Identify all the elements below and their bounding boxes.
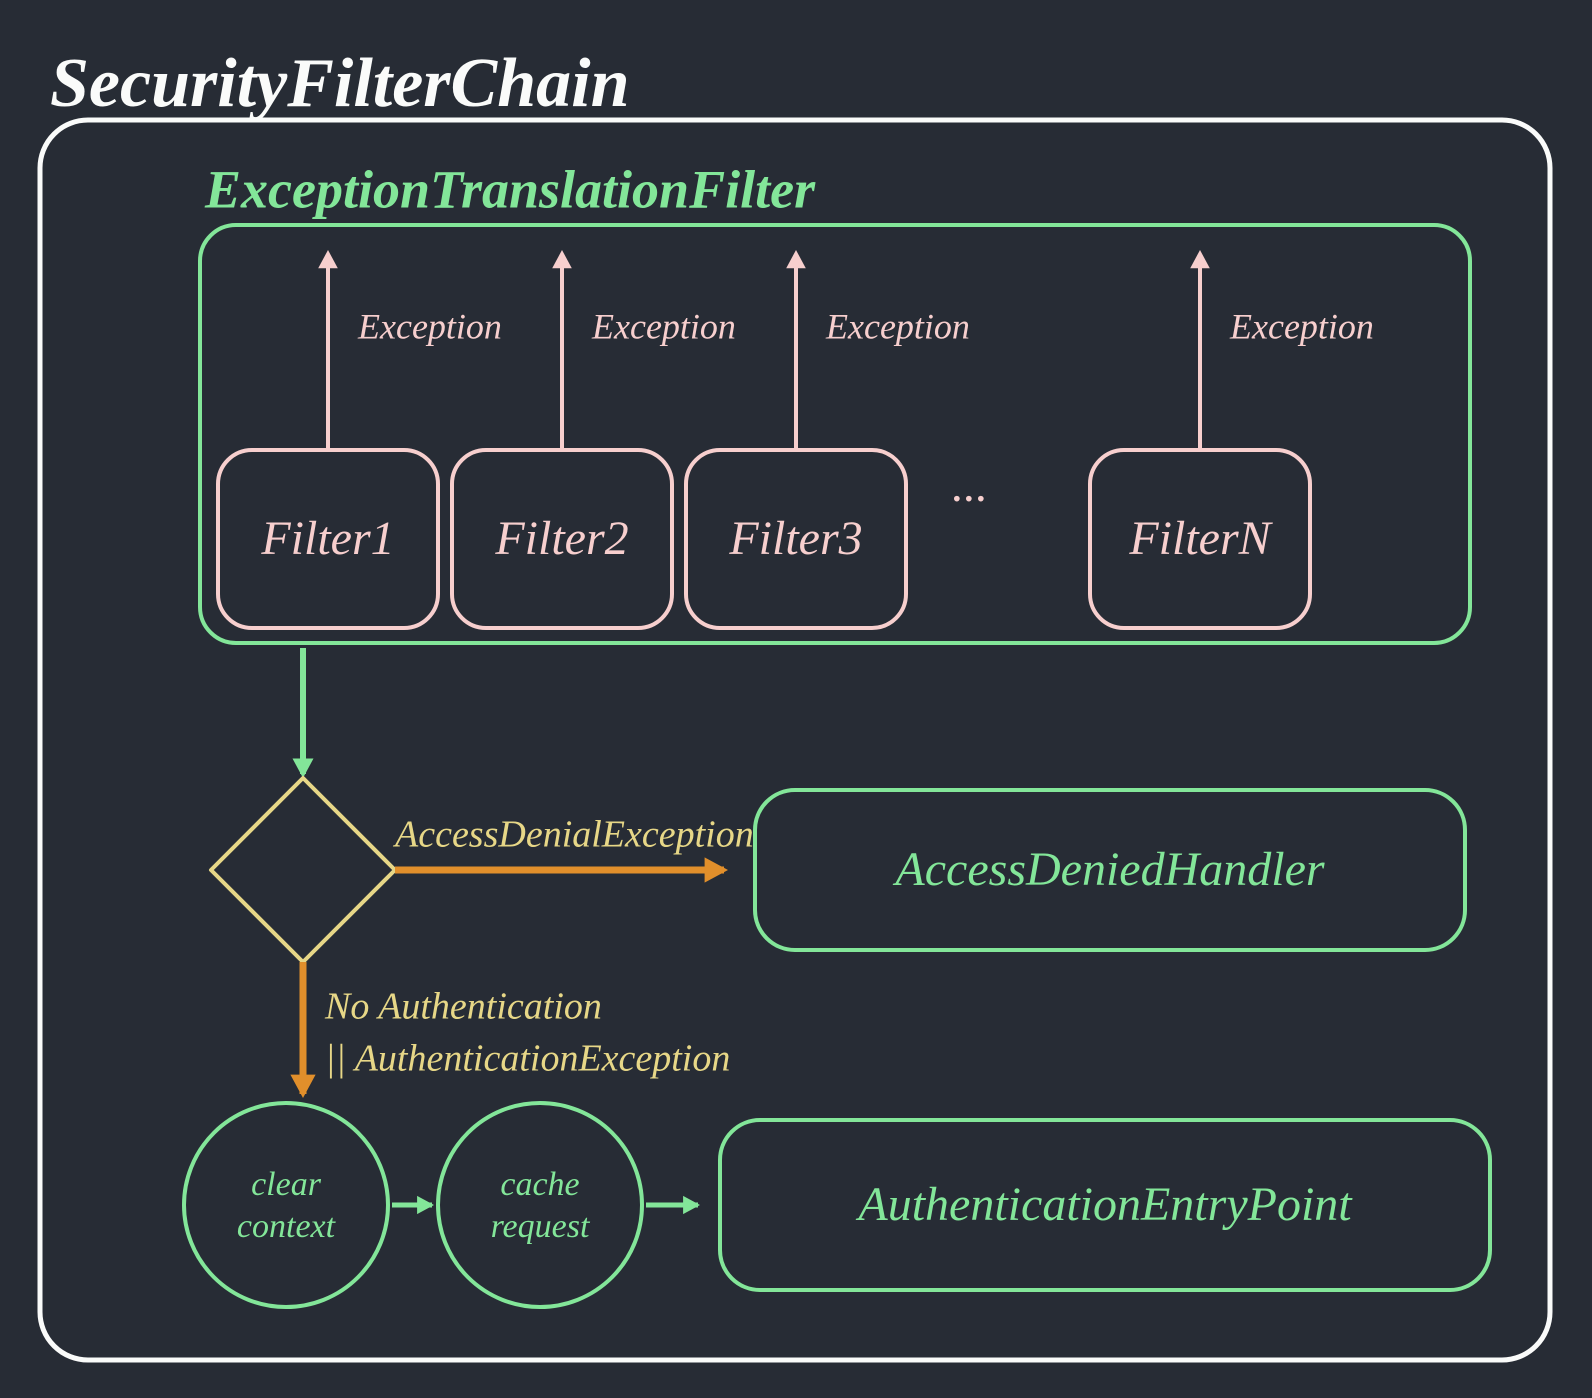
clear-context-label-2: context [237,1208,337,1245]
filter-label-3: Filter3 [728,512,862,565]
authentication-entry-point-label: AuthenticationEntryPoint [855,1178,1353,1231]
filter-label-2: Filter2 [494,512,628,565]
clear-context-label-1: clear [251,1166,322,1203]
exception-label-1: Exception [357,306,502,346]
exception-label-2: Exception [591,306,736,346]
outer-title: SecurityFilterChain [50,45,630,122]
access-denied-handler-label: AccessDeniedHandler [892,843,1325,896]
cache-request-label-1: cache [500,1166,579,1203]
filter-label-1: Filter1 [260,512,394,565]
filters-ellipsis: ... [952,459,988,512]
no-auth-label-1: No Authentication [324,986,602,1028]
exception-translation-filter-title: ExceptionTranslationFilter [204,159,816,219]
filter-label-4: FilterN [1128,512,1273,565]
exception-label-3: Exception [825,306,970,346]
no-auth-label-2: || AuthenticationException [325,1038,730,1080]
access-denial-exception-label: AccessDenialException [392,814,754,856]
exception-label-4: Exception [1229,306,1374,346]
cache-request-label-2: request [491,1208,591,1245]
